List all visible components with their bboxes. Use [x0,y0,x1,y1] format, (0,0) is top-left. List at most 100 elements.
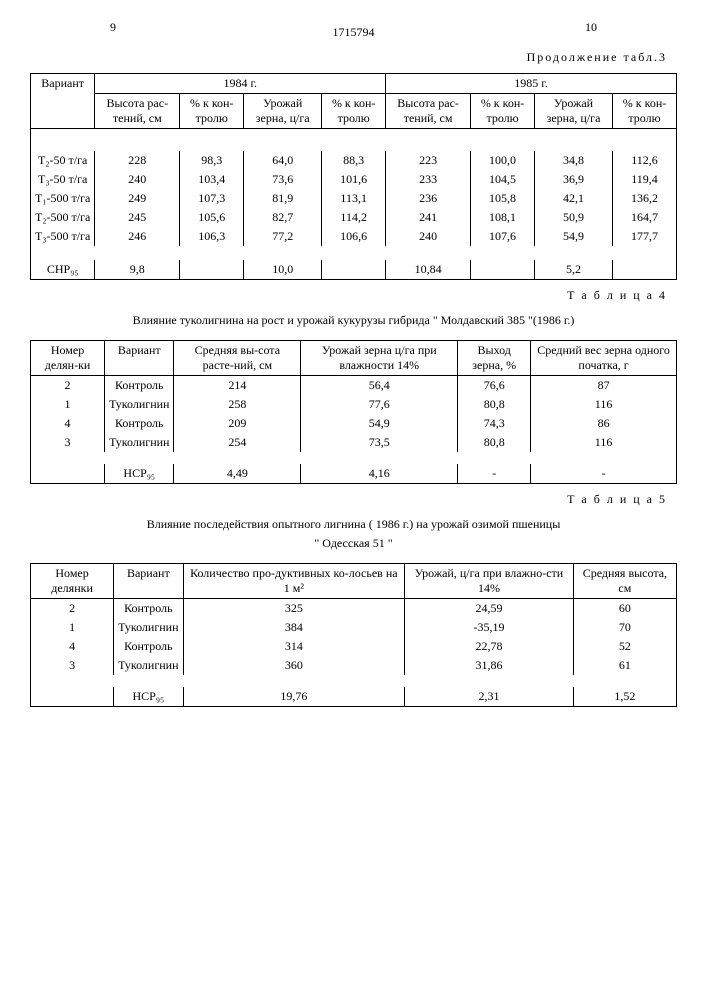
table-cell: 4 [31,637,114,656]
table-cell: 4,49 [174,464,301,484]
table-cell: 2 [31,599,114,619]
table-cell: - [458,464,531,484]
table-cell: Туколигнин [105,395,174,414]
table-cell: Т₃-500 т/га [31,227,95,246]
table-cell: 80,8 [458,395,531,414]
t3-year2-header: 1985 г. [386,74,677,94]
table-cell: 5,2 [535,260,613,280]
table-cell: 103,4 [180,170,244,189]
table-cell: 1 [31,618,114,637]
table-cell: 76,6 [458,376,531,396]
t3-col-header: Высота рас-тений, см [95,94,180,129]
table-cell: 52 [573,637,676,656]
table-cell: 177,7 [613,227,677,246]
table-cell: 74,3 [458,414,531,433]
table-cell: Т₂-500 т/га [31,208,95,227]
table5-caption: Т а б л и ц а 5 [30,492,667,507]
table-cell: 64,0 [244,151,322,170]
table-cell: 77,2 [244,227,322,246]
table-cell: 1 [31,395,105,414]
table-cell: Туколигнин [114,618,183,637]
t3-col-header: Урожай зерна, ц/га [535,94,613,129]
table-cell: 1,52 [573,687,676,707]
table-cell: 113,1 [322,189,386,208]
table-cell: 254 [174,433,301,452]
table-cell: 106,3 [180,227,244,246]
table-cell: 240 [386,227,471,246]
table-cell: 34,8 [535,151,613,170]
table-cell: 4 [31,414,105,433]
table-cell: 105,8 [471,189,535,208]
table-cell: 80,8 [458,433,531,452]
table-cell: Т₃-50 т/га [31,170,95,189]
table-cell: 112,6 [613,151,677,170]
t3-col-header: % к кон-тролю [180,94,244,129]
table-cell [31,464,105,484]
table-cell: 136,2 [613,189,677,208]
table5-title-1: Влияние последействия опытного лигнина (… [30,517,677,532]
table-cell: 360 [183,656,405,675]
table-cell: 233 [386,170,471,189]
table-cell: 240 [95,170,180,189]
t5-col-header: Номер делянки [31,564,114,599]
table-cell: 3 [31,656,114,675]
t5-hcp-label: НСР₉₅ [114,687,183,707]
table-cell: 214 [174,376,301,396]
table-cell: 73,6 [244,170,322,189]
table-cell: 100,0 [471,151,535,170]
table-cell: 246 [95,227,180,246]
table-cell: 107,6 [471,227,535,246]
table-3: Вариант 1984 г. 1985 г. Высота рас-тений… [30,73,677,280]
table-cell: 98,3 [180,151,244,170]
t3-col-header: % к кон-тролю [471,94,535,129]
table-cell: 209 [174,414,301,433]
table-cell [471,260,535,280]
table-cell: 60 [573,599,676,619]
page-number-left: 9 [110,20,116,35]
table-cell: Туколигнин [105,433,174,452]
table-cell: 116 [531,433,677,452]
table-cell: 164,7 [613,208,677,227]
table-cell: 104,5 [471,170,535,189]
t4-col-header: Средний вес зерна одного початка, г [531,341,677,376]
table-cell: 114,2 [322,208,386,227]
t5-col-header: Количество про-дуктивных ко-лосьев на 1 … [183,564,405,599]
table-cell [31,687,114,707]
page-number-right: 10 [585,20,597,35]
t3-col-header: Урожай зерна, ц/га [244,94,322,129]
table-cell: Т₁-500 т/га [31,189,95,208]
table-cell: 245 [95,208,180,227]
spacer-row [31,675,677,687]
table-cell: 56,4 [301,376,458,396]
table-cell [322,260,386,280]
table-cell: 31,86 [405,656,574,675]
spacer-row [31,452,677,464]
table3-continuation: Продолжение табл.3 [30,50,667,65]
table-cell: 82,7 [244,208,322,227]
table-cell: -35,19 [405,618,574,637]
t3-col-header: % к кон-тролю [322,94,386,129]
table-cell: 241 [386,208,471,227]
document-number: 1715794 [30,25,677,40]
table-cell: Контроль [114,599,183,619]
table5-title-2: " Одесская 51 " [30,536,677,551]
table-cell: 314 [183,637,405,656]
table-cell: 228 [95,151,180,170]
t3-variant-header: Вариант [31,74,95,129]
table-cell: 10,84 [386,260,471,280]
table-cell: - [531,464,677,484]
table-cell: 10,0 [244,260,322,280]
table-cell: 108,1 [471,208,535,227]
table-cell: 36,9 [535,170,613,189]
t4-col-header: Выход зерна, % [458,341,531,376]
table-cell: 258 [174,395,301,414]
table-cell: 3 [31,433,105,452]
table-5: Номер делянки Вариант Количество про-дук… [30,563,677,707]
table-cell: 116 [531,395,677,414]
table-cell: 88,3 [322,151,386,170]
table-cell [180,260,244,280]
table-cell: Туколигнин [114,656,183,675]
table-cell: Контроль [114,637,183,656]
table-cell: 70 [573,618,676,637]
table4-caption: Т а б л и ц а 4 [30,288,667,303]
